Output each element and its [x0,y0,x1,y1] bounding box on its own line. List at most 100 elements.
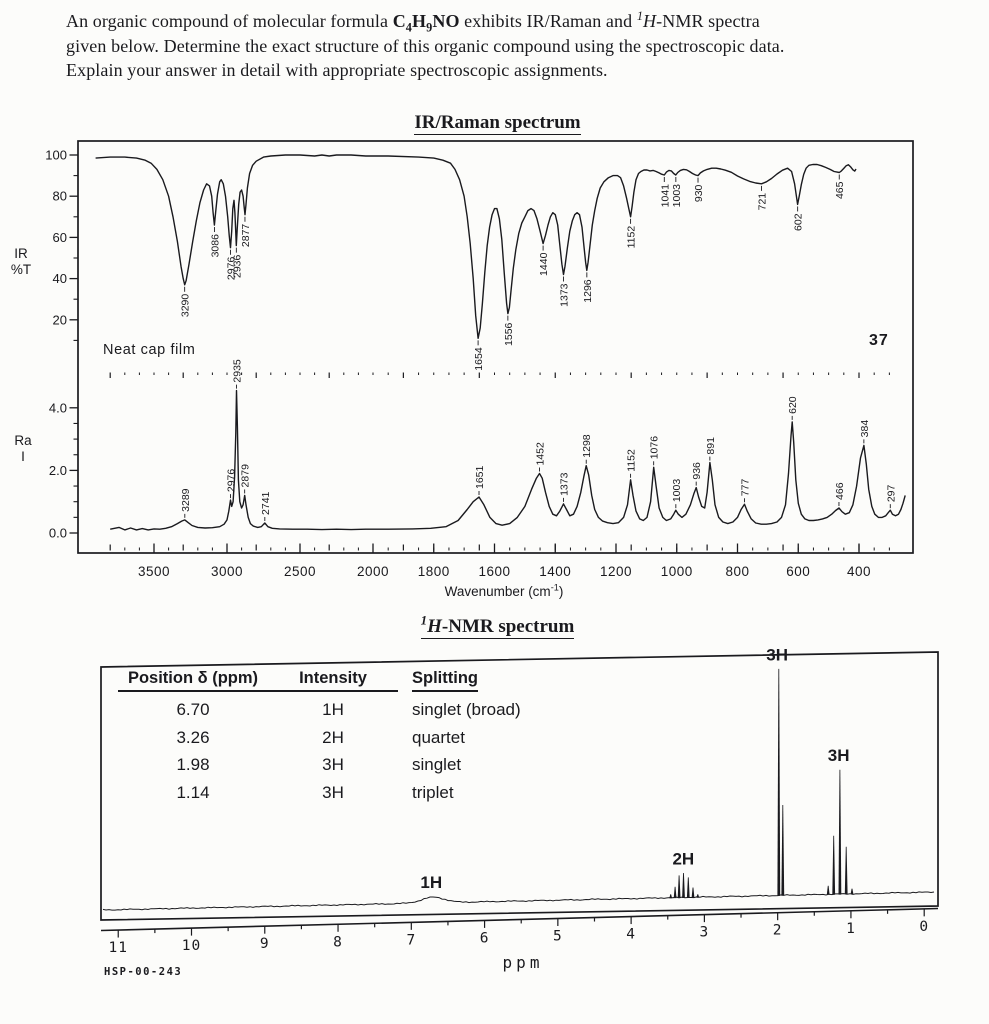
svg-text:777: 777 [739,479,751,497]
svg-text:1400: 1400 [539,564,571,579]
svg-text:0: 0 [919,919,929,935]
svg-text:1076: 1076 [649,436,661,460]
table-row: 1.14 3H triplet [118,783,598,811]
svg-text:11: 11 [108,940,127,956]
nmr-peak [832,835,836,895]
svg-text:1800: 1800 [418,564,450,579]
sample-note: Neat cap film [103,342,196,358]
svg-text:40: 40 [53,271,67,286]
svg-text:100: 100 [45,148,67,163]
cell-position: 1.14 [176,782,210,802]
question-line-3: Explain your answer in detail with appro… [66,60,608,80]
proton-nmr-ref: 1H [636,9,657,31]
nmr-peak [777,668,781,896]
nmr-peak [682,873,685,898]
table-header-row: Position δ (ppm) Intensity Splitting [118,669,598,700]
svg-text:384: 384 [859,420,871,438]
table-row: 1.98 3H singlet [118,755,598,783]
svg-text:1654: 1654 [473,347,485,371]
svg-text:8: 8 [333,934,343,950]
svg-text:2741: 2741 [260,491,272,515]
question-text: An organic compound of molecular formula… [66,9,968,83]
col-header-position: Position δ (ppm) [118,669,268,692]
svg-text:2877: 2877 [240,224,252,248]
cell-splitting: singlet (broad) [412,700,521,719]
svg-text:400: 400 [847,564,871,579]
table-row: 6.70 1H singlet (broad) [118,700,598,728]
cell-intensity: 1H [322,700,344,719]
svg-text:1440: 1440 [538,252,550,276]
svg-text:1452: 1452 [534,442,546,466]
molecular-formula: C4H9NO [392,11,460,35]
nmr-peak [691,887,695,898]
svg-text:1298: 1298 [581,434,593,458]
cell-position: 3.26 [176,727,210,747]
nmr-peak [696,894,700,898]
question-text-segment: exhibits IR/Raman and [459,11,637,31]
svg-text:1000: 1000 [661,564,693,579]
svg-text:3086: 3086 [209,234,221,258]
table-row: 3.26 2H quartet [118,728,598,756]
nmr-peak [673,886,677,899]
svg-text:2000: 2000 [357,564,389,579]
nmr-frame [100,651,939,921]
integration-label: 3H [828,746,850,765]
nmr-baseline [102,891,935,911]
svg-text:2879: 2879 [240,464,252,488]
svg-text:1003: 1003 [671,184,683,208]
svg-text:297: 297 [885,484,897,502]
svg-text:3289: 3289 [180,488,192,512]
nmr-peak [844,846,848,895]
svg-text:4.0: 4.0 [49,400,67,415]
svg-text:891: 891 [705,437,717,455]
svg-text:1152: 1152 [626,449,638,472]
question-line-1: An organic compound of molecular formula… [66,9,968,34]
svg-text:3000: 3000 [211,564,243,579]
ir-raman-frame [77,140,914,554]
svg-text:1041: 1041 [659,184,671,208]
nmr-figure-title: 1H-NMR spectrum [420,612,575,639]
svg-text:60: 60 [53,230,67,245]
svg-text:721: 721 [756,193,768,211]
cell-position: 1.98 [176,755,210,774]
svg-text:936: 936 [691,462,703,480]
svg-text:2500: 2500 [284,564,316,579]
integration-label: 1H [420,873,442,892]
svg-text:2976: 2976 [226,257,238,281]
svg-text:2976: 2976 [226,469,238,493]
ir-y-axis-label: IR %T [10,246,32,277]
svg-text:1600: 1600 [478,564,510,579]
svg-text:466: 466 [834,482,846,500]
nmr-peak [677,875,681,899]
svg-text:1373: 1373 [558,283,570,307]
raman-y-axis-label: Ra I [14,433,32,464]
svg-text:3500: 3500 [138,564,170,579]
svg-text:1556: 1556 [503,322,515,346]
ir-curve [95,154,857,339]
nmr-peak-table: Position δ (ppm) Intensity Splitting 6.7… [118,669,598,810]
nmr-axis [100,907,939,932]
svg-text:2: 2 [773,923,783,939]
svg-text:620: 620 [787,396,799,414]
question-text-segment: -NMR spectra [656,11,760,31]
nmr-peak [826,885,830,895]
nmr-peak [838,769,842,895]
svg-text:465: 465 [834,181,846,199]
svg-text:1373: 1373 [558,472,570,496]
svg-text:800: 800 [725,564,749,579]
question-text-segment: An organic compound of molecular formula [66,11,393,31]
svg-text:7: 7 [406,932,416,948]
cell-intensity: 2H [322,727,344,747]
ir-raman-figure-title: IR/Raman spectrum [414,112,581,135]
svg-text:1651: 1651 [474,465,486,489]
svg-text:6: 6 [480,930,490,946]
svg-text:80: 80 [53,189,67,204]
svg-text:0.0: 0.0 [49,526,67,541]
svg-text:930: 930 [693,184,705,202]
nmr-peak [686,877,690,898]
ir-raman-figure: 100 80 60 40 20 4.0 2.0 0.0 3500 3000 2500 2000 1800… [45,140,914,579]
svg-text:2935: 2935 [231,359,243,383]
